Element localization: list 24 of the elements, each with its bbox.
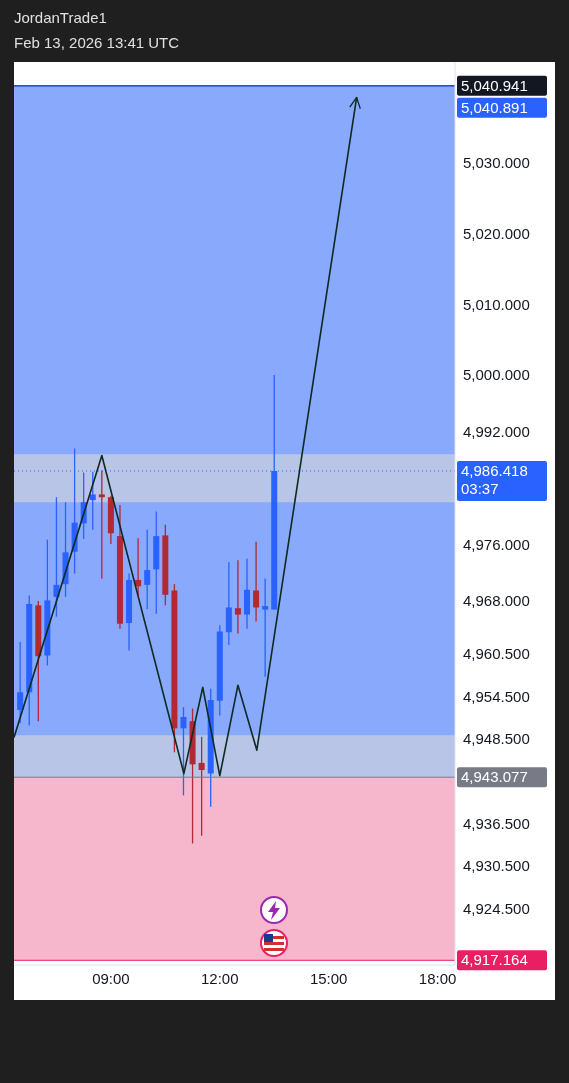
- y-tick-label: 5,030.000: [463, 154, 530, 172]
- y-tick-label: 4,930.500: [463, 857, 530, 875]
- y-tick-label: 4,960.500: [463, 645, 530, 663]
- y-tick-label: 4,954.500: [463, 687, 530, 705]
- ref-line-label: 4,986.418 03:37: [461, 461, 528, 497]
- ref-line-label: 5,040.941: [461, 76, 528, 94]
- y-tick-label: 5,020.000: [463, 225, 530, 243]
- x-tick-label: 12:00: [201, 969, 239, 987]
- chart-subtitle: Feb 13, 2026 13:41 UTC: [14, 34, 180, 51]
- y-tick-label: 4,976.000: [463, 535, 530, 553]
- y-tick-label: 4,948.500: [463, 730, 530, 748]
- ref-line-label: 4,917.164: [461, 951, 528, 969]
- ref-line-label: 5,040.891: [461, 98, 528, 116]
- y-tick-label: 5,000.000: [463, 366, 530, 384]
- x-tick-label: 15:00: [309, 969, 348, 987]
- chart-title: JordanTrade1: [14, 9, 107, 26]
- y-tick-label: 4,992.000: [463, 422, 530, 440]
- y-tick-label: 5,010.000: [463, 295, 530, 313]
- x-tick-label: 18:00: [418, 969, 457, 987]
- ref-line-label: 4,943.077: [461, 768, 528, 786]
- x-tick-label: 09:00: [92, 969, 130, 987]
- y-tick-label: 4,936.500: [463, 815, 530, 833]
- y-tick-label: 4,968.000: [463, 592, 530, 610]
- y-tick-label: 4,924.500: [463, 899, 530, 917]
